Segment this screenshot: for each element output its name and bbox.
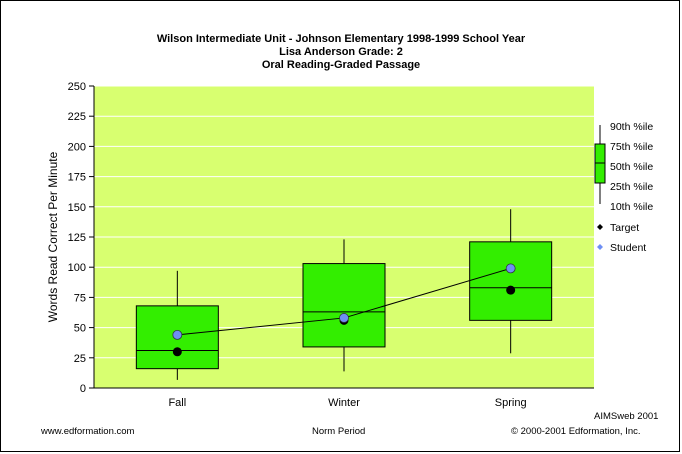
legend-percentile-label: 10th %ile — [610, 201, 653, 213]
student-point — [339, 313, 349, 323]
legend-percentile-label: 25th %ile — [610, 181, 653, 193]
y-tick-label: 125 — [68, 232, 86, 244]
legend-student-marker — [597, 244, 603, 250]
y-tick-label: 25 — [74, 353, 86, 365]
footer-copyright: © 2000-2001 Edformation, Inc. — [511, 426, 641, 437]
y-tick-label: 100 — [68, 262, 86, 274]
target-point — [506, 285, 516, 295]
x-tick-label: Spring — [495, 397, 527, 409]
footer-website: www.edformation.com — [41, 426, 135, 437]
box-iqr — [302, 263, 386, 348]
legend-percentile-label: 75th %ile — [610, 141, 653, 153]
y-tick-label: 50 — [74, 323, 86, 335]
chart-title: Wilson Intermediate Unit - Johnson Eleme… — [156, 33, 526, 45]
x-axis-label: Norm Period — [312, 426, 366, 437]
target-point — [172, 347, 182, 357]
chart-subtitle-student: Lisa Anderson Grade: 2 — [279, 46, 403, 58]
legend-target-marker — [597, 224, 603, 230]
footer-brand: AIMSweb 2001 — [594, 411, 659, 422]
y-tick-label: 75 — [74, 292, 86, 304]
y-axis-label: Words Read Correct Per Minute — [46, 151, 60, 322]
legend-target-label: Target — [610, 222, 639, 234]
student-point — [505, 263, 516, 274]
y-tick-label: 200 — [68, 141, 86, 153]
y-tick-label: 225 — [68, 111, 86, 123]
y-tick-label: 175 — [68, 172, 86, 184]
y-tick-label: 250 — [68, 81, 86, 93]
student-point — [172, 329, 183, 340]
x-tick-label: Fall — [168, 397, 186, 409]
y-tick-label: 150 — [68, 202, 86, 214]
x-tick-label: Winter — [328, 397, 360, 409]
y-tick-label: 0 — [80, 383, 86, 395]
box-iqr — [469, 241, 553, 321]
legend-percentile-label: 90th %ile — [610, 121, 653, 133]
legend-student-label: Student — [610, 242, 646, 254]
legend-percentile-label: 50th %ile — [610, 161, 653, 173]
chart-subtitle-measure: Oral Reading-Graded Passage — [261, 59, 421, 71]
